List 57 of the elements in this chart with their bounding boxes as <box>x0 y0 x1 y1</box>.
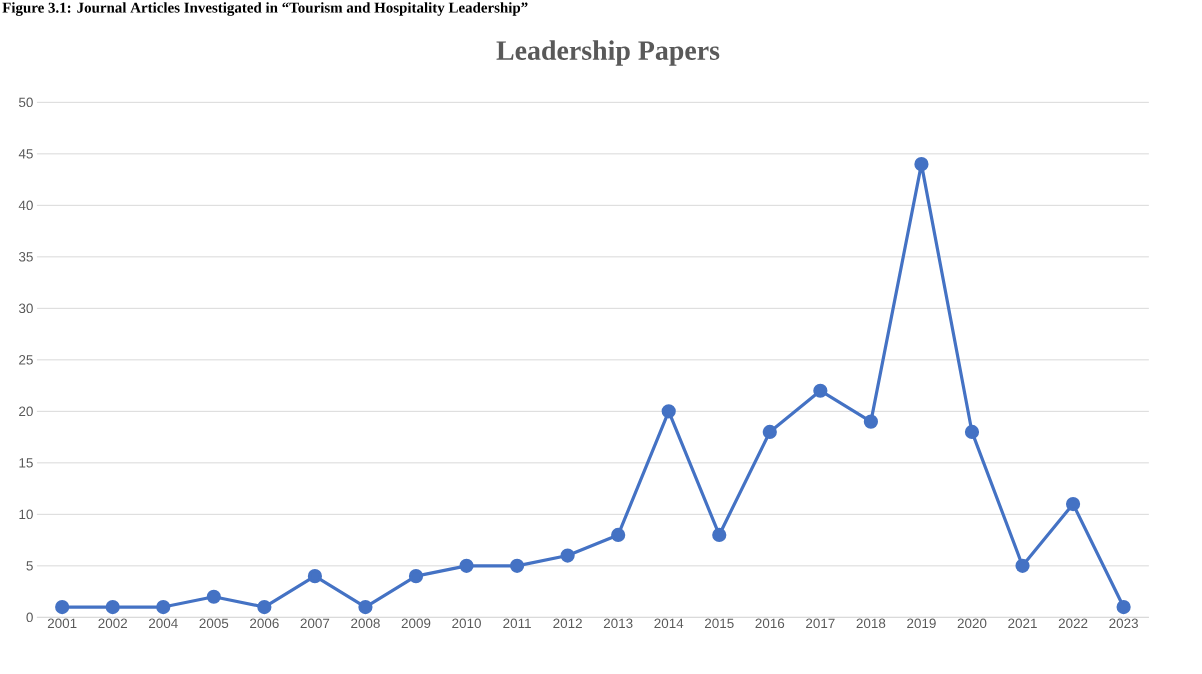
y-tick-label: 25 <box>19 355 33 365</box>
y-tick-label: 15 <box>19 458 33 468</box>
point <box>206 589 221 604</box>
x-tick-label: 2017 <box>806 618 835 629</box>
x-tick-label: 2011 <box>503 618 531 629</box>
y-tick-label: 0 <box>26 612 33 623</box>
point <box>560 548 575 563</box>
point <box>156 599 171 615</box>
y-tick-label: 50 <box>18 97 33 108</box>
x-tick-label: 2018 <box>856 618 886 629</box>
point <box>358 599 373 615</box>
point <box>1015 558 1030 573</box>
x-tick-label: 2016 <box>755 618 785 629</box>
x-tick-label: 2021 <box>1008 618 1037 629</box>
y-tick-label: 35 <box>18 252 33 262</box>
x-tick-label: 2001 <box>47 618 77 629</box>
point <box>1065 496 1081 512</box>
x-tick-label: 2019 <box>907 618 936 629</box>
point <box>459 558 474 573</box>
point <box>105 599 120 615</box>
x-tick-label: 2002 <box>98 618 128 629</box>
y-tick-label: 30 <box>18 303 33 314</box>
point <box>762 424 777 440</box>
x-tick-label: 2023 <box>1109 618 1138 629</box>
x-tick-label: 2008 <box>351 618 380 629</box>
x-tick-label: 2007 <box>300 618 330 629</box>
x-tick-label: 2022 <box>1058 618 1088 629</box>
chart-title: Leadership Papers <box>496 40 720 66</box>
point <box>408 569 424 584</box>
x-tick-label: 2012 <box>553 618 582 629</box>
point <box>55 599 70 615</box>
point <box>914 157 929 172</box>
x-tick-label: 2010 <box>452 618 481 629</box>
x-tick-label: 2009 <box>401 618 431 629</box>
point <box>307 569 322 584</box>
x-tick-label: 2014 <box>654 618 684 629</box>
x-tick-label: 2020 <box>957 618 987 629</box>
y-tick-label: 40 <box>18 200 33 211</box>
x-tick-label: 2005 <box>199 618 229 629</box>
y-tick-label: 45 <box>18 149 33 159</box>
point <box>1116 599 1131 615</box>
y-tick-label: 5 <box>26 561 33 571</box>
point <box>257 599 272 615</box>
x-tick-label: 2015 <box>704 618 734 629</box>
point <box>863 414 878 429</box>
x-tick-label: 2006 <box>250 618 279 629</box>
point <box>964 424 980 440</box>
point <box>661 404 676 419</box>
point <box>712 527 727 543</box>
point <box>611 527 626 543</box>
y-tick-label: 20 <box>19 406 33 417</box>
point <box>813 383 828 398</box>
point <box>509 558 525 573</box>
caption: Figure 3.1: Journal Articles Investigated in “Tourism and Hospitality Leadership” <box>2 2 528 16</box>
x-tick-label: 2004 <box>148 618 178 629</box>
y-tick-label: 10 <box>19 509 33 520</box>
x-tick-label: 2013 <box>603 618 633 629</box>
